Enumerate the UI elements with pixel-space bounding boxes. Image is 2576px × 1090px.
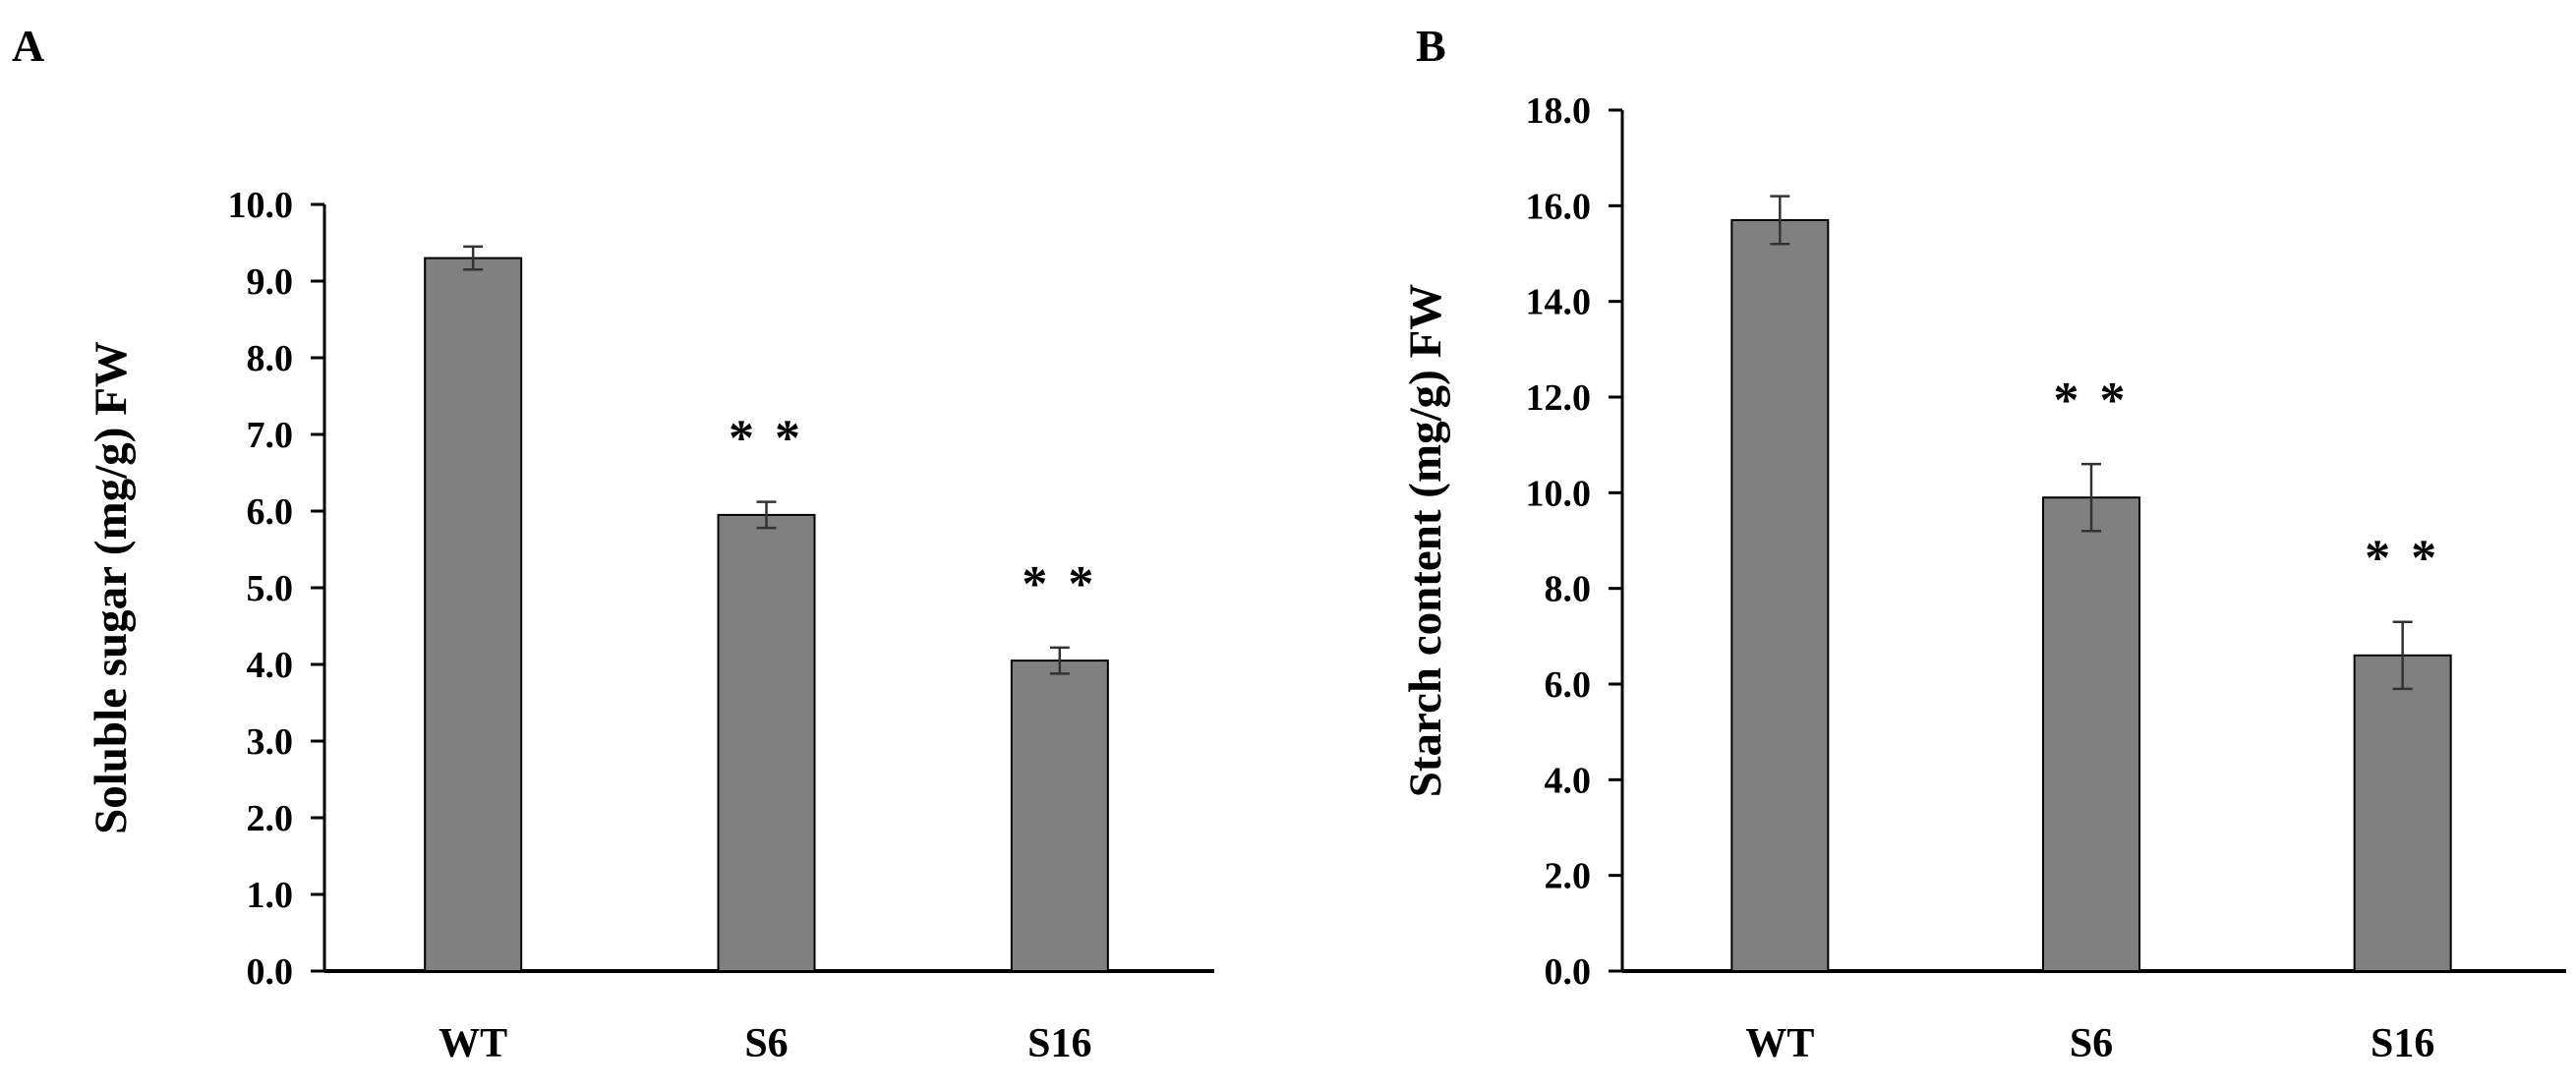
y-tick-label: 10.0 (228, 185, 294, 226)
y-tick-label: 0.0 (247, 951, 294, 993)
y-axis-title: Soluble sugar (mg/g) FW (86, 341, 137, 834)
significance-label: * * (1022, 556, 1097, 612)
y-tick-label: 9.0 (247, 261, 294, 303)
y-tick-label: 6.0 (1545, 664, 1592, 706)
x-category-label: S6 (744, 1021, 788, 1066)
panel-a: A 0.0 1.0 2.0 3.0 4.0 5.0 6.0 7.0 8.0 9.0 10.0 Solub… (12, 21, 1214, 1066)
panel-label: A (12, 21, 44, 71)
x-category-label: WT (1745, 1021, 1814, 1066)
x-category-label: WT (439, 1021, 507, 1066)
x-category-label: S16 (1027, 1021, 1091, 1066)
y-tick-label: 7.0 (247, 415, 294, 456)
y-tick-label: 8.0 (1545, 569, 1592, 610)
y-tick-label: 6.0 (247, 491, 294, 533)
y-axis-title: Starch content (mg/g) FW (1400, 284, 1451, 798)
x-category-label: S6 (2070, 1021, 2113, 1066)
y-tick-label: 12.0 (1526, 377, 1592, 419)
y-tick-label: 18.0 (1526, 90, 1592, 132)
y-tick-label: 2.0 (247, 798, 294, 839)
bar-s16 (2353, 654, 2452, 972)
bar-s16 (1010, 660, 1109, 972)
y-tick-label: 4.0 (247, 645, 294, 686)
bar-s6 (717, 513, 816, 973)
panel-label: B (1416, 21, 1446, 71)
bar-s6 (2042, 496, 2140, 972)
y-tick-label: 0.0 (1545, 951, 1592, 993)
y-tick-label: 3.0 (247, 721, 294, 763)
y-tick-label: 5.0 (247, 568, 294, 609)
y-tick-label: 16.0 (1526, 186, 1592, 227)
bar-wt (424, 257, 523, 973)
y-tick-label: 10.0 (1526, 473, 1592, 514)
y-tick-label: 2.0 (1545, 856, 1592, 897)
significance-label: * * (729, 411, 804, 467)
significance-label: * * (2054, 373, 2130, 429)
panel-b: B 0.0 2.0 4.0 6.0 8.0 10.0 12.0 14.0 16.0 18.0 Star… (1400, 21, 2566, 1066)
y-tick-label: 4.0 (1545, 760, 1592, 801)
y-tick-label: 8.0 (247, 338, 294, 379)
y-tick-label: 14.0 (1526, 282, 1592, 323)
x-category-label: S16 (2371, 1021, 2434, 1066)
significance-label: * * (2365, 531, 2440, 587)
y-tick-label: 1.0 (247, 875, 294, 916)
bar-wt (1730, 218, 1830, 972)
